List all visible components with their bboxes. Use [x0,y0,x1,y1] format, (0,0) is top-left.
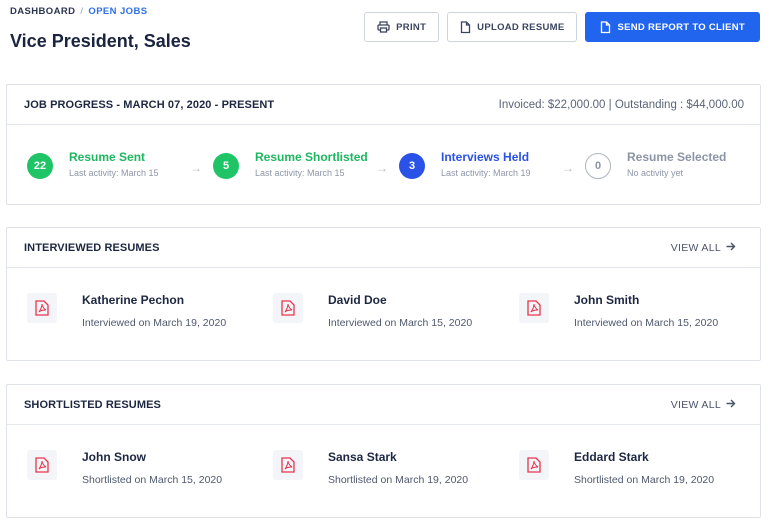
resume-detail: Shortlisted on March 15, 2020 [82,474,223,486]
arrow-right-icon: → [562,161,574,175]
breadcrumb-open-jobs-link[interactable]: OPEN JOBS [88,6,148,17]
job-progress-title: JOB PROGRESS - MARCH 07, 2020 - PRESENT [24,98,275,111]
resume-name: John Smith [574,293,640,307]
breadcrumb: DASHBOARD / OPEN JOBS [10,6,147,17]
step-resume-selected[interactable]: 0 Resume Selected No activity yet [585,150,726,179]
pdf-icon [519,450,549,480]
arrow-right-icon [726,399,736,411]
pdf-icon [27,293,57,323]
step-activity: Last activity: March 19 [441,168,531,178]
step-count-badge: 22 [27,153,53,179]
resume-item[interactable]: Sansa Stark Shortlisted on March 19, 202… [273,450,468,486]
step-count-badge: 5 [213,153,239,179]
arrow-right-icon [726,242,736,254]
shortlisted-resumes-title: SHORTLISTED RESUMES [24,398,161,411]
pdf-icon [273,293,303,323]
document-icon [460,20,471,34]
send-report-button[interactable]: SEND REPORT TO CLIENT [585,12,760,42]
resume-detail: Shortlisted on March 19, 2020 [328,474,469,486]
pdf-icon [519,293,549,323]
resume-name: David Doe [328,293,387,307]
upload-resume-button-label: UPLOAD RESUME [477,21,565,33]
document-icon [600,20,611,34]
resume-detail: Interviewed on March 19, 2020 [82,317,227,329]
job-progress-card: JOB PROGRESS - MARCH 07, 2020 - PRESENT … [6,84,761,205]
step-count-badge: 0 [585,153,611,179]
resume-item[interactable]: Katherine Pechon Interviewed on March 19… [27,293,226,329]
shortlisted-resumes-header: SHORTLISTED RESUMES VIEW ALL [7,385,760,425]
resume-item[interactable]: Eddard Stark Shortlisted on March 19, 20… [519,450,714,486]
page-title: Vice President, Sales [10,31,191,51]
invoice-summary: Invoiced: $22,000.00 | Outstanding : $44… [498,98,744,111]
printer-icon [377,21,390,33]
resume-detail: Interviewed on March 15, 2020 [574,317,719,329]
header-actions: PRINT UPLOAD RESUME SEND REPORT TO CLIEN… [364,12,760,42]
interviewed-resumes-title: INTERVIEWED RESUMES [24,241,160,254]
resume-detail: Shortlisted on March 19, 2020 [574,474,715,486]
interviewed-view-all-link[interactable]: VIEW ALL [671,242,736,254]
step-activity: Last activity: March 15 [255,168,345,178]
print-button[interactable]: PRINT [364,12,440,42]
step-activity: No activity yet [627,168,684,178]
resume-name: Sansa Stark [328,450,397,464]
breadcrumb-separator: / [80,6,84,17]
step-label: Resume Sent [69,150,146,164]
resume-detail: Interviewed on March 15, 2020 [328,317,473,329]
pdf-icon [273,450,303,480]
step-activity: Last activity: March 15 [69,168,159,178]
step-resume-sent[interactable]: 22 Resume Sent Last activity: March 15 [27,150,159,179]
step-count-badge: 3 [399,153,425,179]
step-label: Resume Selected [627,150,727,164]
print-button-label: PRINT [396,21,427,33]
progress-steps: 22 Resume Sent Last activity: March 15 →… [7,125,760,204]
interviewed-resumes-card: INTERVIEWED RESUMES VIEW ALL Katherine P… [6,227,761,361]
arrow-right-icon: → [190,161,202,175]
step-label: Interviews Held [441,150,530,164]
step-resume-shortlisted[interactable]: 5 Resume Shortlisted Last activity: Marc… [213,150,368,179]
shortlisted-resume-list: John Snow Shortlisted on March 15, 2020 … [7,425,760,517]
job-progress-header: JOB PROGRESS - MARCH 07, 2020 - PRESENT … [7,85,760,125]
resume-name: John Snow [82,450,146,464]
shortlisted-resumes-card: SHORTLISTED RESUMES VIEW ALL John Snow S… [6,384,761,518]
step-label: Resume Shortlisted [255,150,368,164]
resume-name: Eddard Stark [574,450,649,464]
resume-item[interactable]: John Snow Shortlisted on March 15, 2020 [27,450,222,486]
shortlisted-view-all-link[interactable]: VIEW ALL [671,399,736,411]
send-report-button-label: SEND REPORT TO CLIENT [617,21,745,33]
breadcrumb-dashboard-link[interactable]: DASHBOARD [10,6,76,17]
resume-item[interactable]: John Smith Interviewed on March 15, 2020 [519,293,718,329]
upload-resume-button[interactable]: UPLOAD RESUME [447,12,578,42]
resume-name: Katherine Pechon [82,293,185,307]
arrow-right-icon: → [376,161,388,175]
pdf-icon [27,450,57,480]
interviewed-resumes-header: INTERVIEWED RESUMES VIEW ALL [7,228,760,268]
resume-item[interactable]: David Doe Interviewed on March 15, 2020 [273,293,472,329]
view-all-label: VIEW ALL [670,398,721,411]
interviewed-resume-list: Katherine Pechon Interviewed on March 19… [7,268,760,360]
page-header: DASHBOARD / OPEN JOBS Vice President, Sale… [10,6,760,56]
step-interviews-held[interactable]: 3 Interviews Held Last activity: March 1… [399,150,531,179]
view-all-label: VIEW ALL [670,241,721,254]
